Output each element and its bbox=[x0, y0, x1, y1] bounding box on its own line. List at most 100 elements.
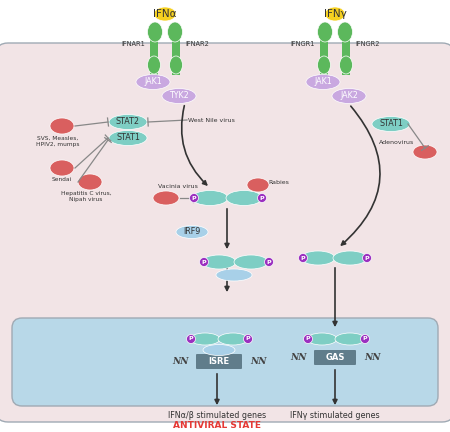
FancyBboxPatch shape bbox=[342, 40, 350, 60]
Text: GAS: GAS bbox=[325, 353, 345, 362]
Text: P: P bbox=[202, 260, 206, 264]
Text: STAT2: STAT2 bbox=[223, 336, 243, 342]
Text: IFNAR2: IFNAR2 bbox=[185, 41, 209, 47]
Text: ANTIVIRAL STATE: ANTIVIRAL STATE bbox=[173, 422, 261, 431]
Text: IFNγ stimulated genes: IFNγ stimulated genes bbox=[290, 412, 380, 420]
Ellipse shape bbox=[307, 333, 337, 345]
Text: STAT1: STAT1 bbox=[195, 336, 215, 342]
Text: JAK2: JAK2 bbox=[340, 92, 358, 101]
Ellipse shape bbox=[303, 334, 312, 343]
Text: STAT1: STAT1 bbox=[306, 254, 329, 263]
Text: IFNα: IFNα bbox=[153, 9, 177, 19]
FancyBboxPatch shape bbox=[172, 40, 180, 60]
Text: STAT1: STAT1 bbox=[340, 336, 360, 342]
Ellipse shape bbox=[265, 257, 274, 267]
Ellipse shape bbox=[216, 269, 252, 281]
Ellipse shape bbox=[109, 130, 147, 146]
Ellipse shape bbox=[78, 174, 102, 190]
Text: SVS, Measles,
HPIV2, mumps: SVS, Measles, HPIV2, mumps bbox=[36, 136, 80, 147]
Text: Hepatitis C virus,
Nipah virus: Hepatitis C virus, Nipah virus bbox=[61, 191, 111, 202]
Text: Vacinia virus: Vacinia virus bbox=[158, 184, 198, 188]
Text: IRF9: IRF9 bbox=[183, 228, 201, 236]
Text: IRF9: IRF9 bbox=[225, 270, 243, 280]
Ellipse shape bbox=[162, 89, 196, 104]
Ellipse shape bbox=[186, 334, 195, 343]
Ellipse shape bbox=[301, 251, 335, 265]
Ellipse shape bbox=[318, 56, 330, 74]
Text: STAT1: STAT1 bbox=[198, 194, 221, 203]
Text: Sendai: Sendai bbox=[52, 177, 72, 182]
Text: TYK2: TYK2 bbox=[169, 92, 189, 101]
Text: P: P bbox=[267, 260, 271, 264]
Text: STAT2: STAT2 bbox=[239, 257, 262, 267]
Ellipse shape bbox=[50, 160, 74, 176]
Text: STAT2: STAT2 bbox=[233, 194, 256, 203]
Ellipse shape bbox=[372, 117, 410, 131]
Ellipse shape bbox=[226, 191, 262, 206]
Text: IFNAR1: IFNAR1 bbox=[121, 41, 145, 47]
Text: V: V bbox=[58, 121, 66, 131]
Ellipse shape bbox=[338, 22, 352, 42]
Text: Adenovirus: Adenovirus bbox=[379, 140, 414, 146]
Text: STAT1: STAT1 bbox=[338, 254, 361, 263]
Text: IFNγ: IFNγ bbox=[324, 9, 347, 19]
Text: P: P bbox=[260, 196, 264, 200]
Text: NN: NN bbox=[250, 356, 266, 365]
Text: E1A: E1A bbox=[417, 147, 433, 156]
FancyBboxPatch shape bbox=[320, 40, 328, 60]
Text: NN: NN bbox=[290, 353, 306, 362]
Ellipse shape bbox=[109, 114, 147, 130]
Ellipse shape bbox=[148, 56, 161, 74]
Ellipse shape bbox=[306, 74, 340, 89]
FancyBboxPatch shape bbox=[314, 350, 356, 365]
Ellipse shape bbox=[153, 191, 179, 205]
Text: P: P bbox=[364, 255, 369, 260]
FancyBboxPatch shape bbox=[150, 55, 158, 75]
Text: C: C bbox=[58, 163, 66, 173]
Ellipse shape bbox=[333, 251, 367, 265]
Text: STAT1: STAT1 bbox=[312, 336, 332, 342]
Text: IRF9: IRF9 bbox=[212, 347, 226, 353]
FancyBboxPatch shape bbox=[150, 40, 158, 60]
Text: P: P bbox=[246, 337, 250, 342]
Ellipse shape bbox=[363, 254, 372, 263]
Text: West Nile virus: West Nile virus bbox=[188, 118, 235, 123]
Ellipse shape bbox=[413, 145, 437, 159]
Text: P: P bbox=[306, 337, 310, 342]
Text: ?: ? bbox=[87, 177, 93, 187]
Ellipse shape bbox=[189, 194, 198, 203]
Ellipse shape bbox=[243, 334, 252, 343]
FancyBboxPatch shape bbox=[320, 55, 328, 75]
Ellipse shape bbox=[154, 7, 176, 21]
Text: STAT1: STAT1 bbox=[116, 133, 140, 143]
Ellipse shape bbox=[190, 333, 220, 345]
Text: Rabies: Rabies bbox=[268, 181, 289, 185]
Text: P: P bbox=[255, 181, 261, 190]
FancyBboxPatch shape bbox=[196, 354, 242, 369]
Ellipse shape bbox=[339, 56, 352, 74]
Text: JAK1: JAK1 bbox=[144, 77, 162, 86]
Ellipse shape bbox=[136, 74, 170, 89]
Text: JAK1: JAK1 bbox=[314, 77, 332, 86]
Ellipse shape bbox=[318, 22, 333, 42]
FancyBboxPatch shape bbox=[172, 55, 180, 75]
Ellipse shape bbox=[50, 118, 74, 134]
FancyBboxPatch shape bbox=[0, 43, 450, 422]
Ellipse shape bbox=[247, 178, 269, 192]
Ellipse shape bbox=[335, 333, 365, 345]
FancyBboxPatch shape bbox=[12, 318, 438, 406]
Text: VH1: VH1 bbox=[157, 194, 175, 203]
Text: P: P bbox=[189, 337, 194, 342]
Ellipse shape bbox=[203, 344, 235, 356]
Text: NN: NN bbox=[364, 353, 380, 362]
Text: NN: NN bbox=[172, 356, 188, 365]
Ellipse shape bbox=[199, 257, 208, 267]
Ellipse shape bbox=[202, 255, 236, 269]
Text: P: P bbox=[192, 196, 196, 200]
Text: STAT1: STAT1 bbox=[207, 257, 230, 267]
Text: STAT1: STAT1 bbox=[379, 120, 403, 128]
Ellipse shape bbox=[234, 255, 268, 269]
Ellipse shape bbox=[325, 7, 345, 21]
Ellipse shape bbox=[176, 226, 208, 238]
Ellipse shape bbox=[332, 89, 366, 104]
